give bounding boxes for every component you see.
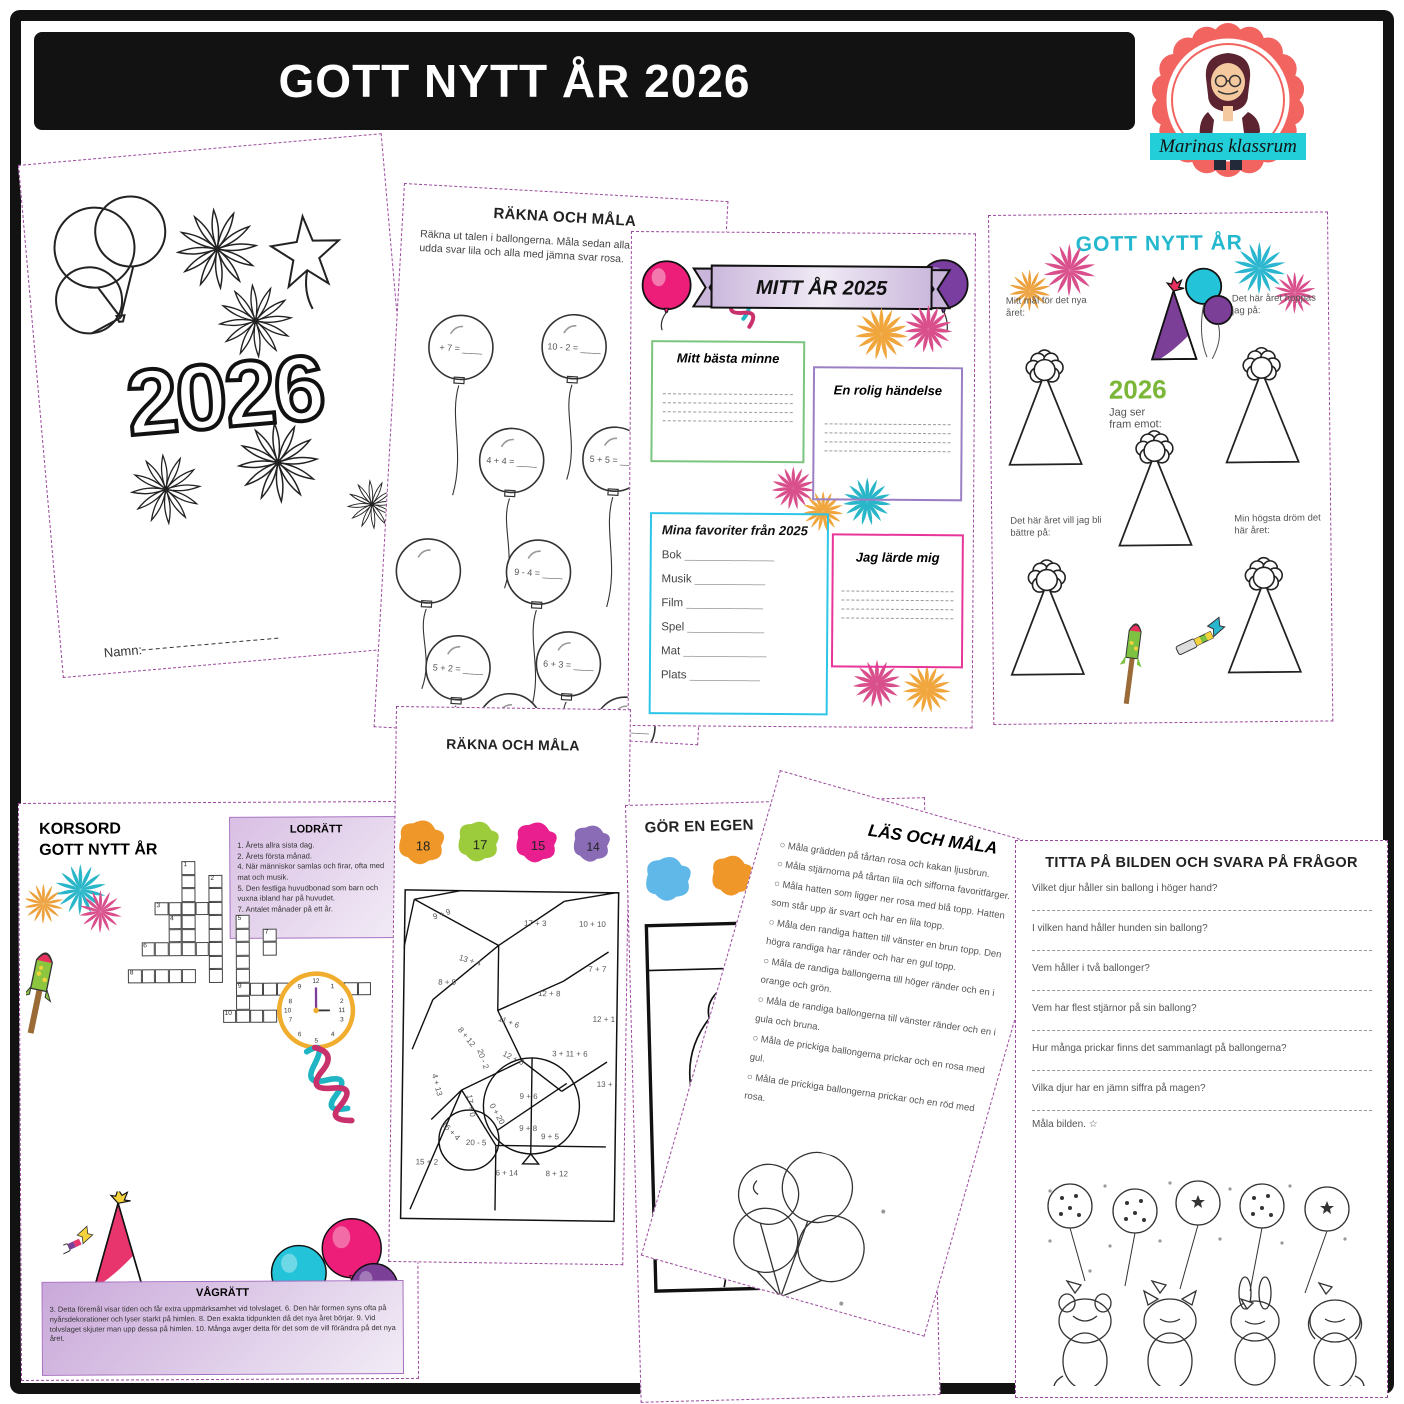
svg-text:2: 2	[340, 998, 344, 1005]
svg-text:9 + 9: 9 + 9	[432, 907, 452, 922]
svg-text:Namn:: Namn:	[103, 642, 142, 660]
svg-text:14: 14	[586, 840, 600, 854]
svg-text:13 + 7: 13 + 7	[597, 1080, 620, 1089]
svg-text:7: 7	[289, 1017, 293, 1024]
svg-text:3: 3	[340, 1016, 344, 1023]
svg-text:12 + 8: 12 + 8	[538, 989, 561, 998]
svg-text:8 + 12: 8 + 12	[545, 1169, 568, 1178]
svg-text:4 + 13: 4 + 13	[430, 1073, 444, 1098]
svg-text:17 + 0: 17 + 0	[465, 1094, 478, 1118]
svg-text:3 + 11 + 6: 3 + 11 + 6	[552, 1049, 588, 1059]
svg-text:11: 11	[338, 1007, 345, 1014]
svg-text:20 - 5: 20 - 5	[466, 1138, 487, 1147]
svg-text:13 + 4: 13 + 4	[458, 953, 483, 968]
svg-text:17 + 3: 17 + 3	[524, 919, 547, 928]
svg-text:10: 10	[284, 1007, 292, 1014]
svg-text:8 + 12: 8 + 12	[456, 1025, 478, 1049]
svg-text:6 + 14: 6 + 14	[495, 1168, 518, 1177]
svg-text:15: 15	[531, 838, 546, 853]
svg-text:6: 6	[1329, 1351, 1340, 1373]
svg-text:11 + 6: 11 + 6	[497, 1014, 521, 1030]
svg-text:0: 0	[1164, 1352, 1175, 1374]
svg-text:7 + 7: 7 + 7	[588, 965, 607, 974]
svg-text:20 - 2: 20 - 2	[475, 1048, 490, 1071]
svg-text:12: 12	[312, 978, 320, 985]
svg-text:0 + 20: 0 + 20	[488, 1102, 507, 1126]
svg-text:2: 2	[1079, 1352, 1090, 1374]
svg-text:1: 1	[331, 983, 335, 990]
svg-text:9 + 6: 9 + 6	[520, 1092, 539, 1101]
svg-text:9: 9	[298, 983, 302, 990]
svg-text:15 + 2: 15 + 2	[416, 1157, 439, 1166]
svg-text:18: 18	[416, 838, 431, 853]
svg-text:2: 2	[1249, 1350, 1260, 1372]
svg-text:12 + 1: 12 + 1	[593, 1015, 616, 1024]
svg-text:17: 17	[473, 837, 488, 852]
svg-text:9 + 8: 9 + 8	[519, 1124, 538, 1133]
svg-text:10 + 10: 10 + 10	[579, 920, 607, 929]
svg-text:8 + 9: 8 + 9	[438, 978, 457, 987]
svg-text:9 + 5: 9 + 5	[541, 1132, 560, 1141]
svg-text:8: 8	[288, 998, 292, 1005]
